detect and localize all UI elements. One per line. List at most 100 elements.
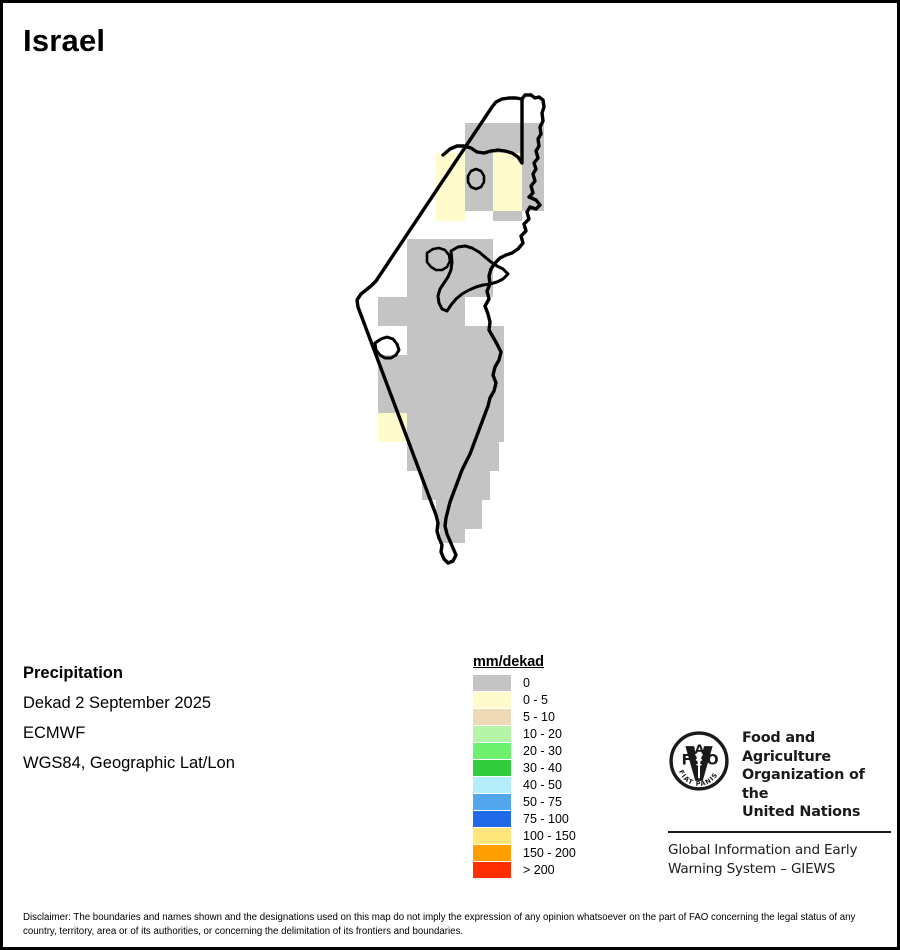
raster-cell	[407, 239, 436, 268]
raster-cell	[407, 268, 436, 297]
legend-row: 0	[473, 674, 576, 691]
svg-text:O: O	[706, 753, 718, 769]
raster-cell	[378, 297, 407, 326]
metadata-projection: WGS84, Geographic Lat/Lon	[23, 754, 235, 772]
legend-swatch	[473, 725, 511, 742]
raster-cell	[494, 384, 504, 413]
page-title: Israel	[23, 23, 106, 58]
precipitation-raster-layer	[378, 123, 544, 543]
west-bank-boundary	[436, 244, 510, 313]
raster-cell	[493, 123, 522, 153]
fao-giews-block: F A O FIAT PANIS Food and Agriculture Or…	[668, 729, 893, 879]
legend-swatch	[473, 861, 511, 878]
legend-swatch	[473, 742, 511, 759]
legend-swatch	[473, 691, 511, 708]
legend-swatch	[473, 844, 511, 861]
giews-system-name: Global Information and Early Warning Sys…	[668, 841, 893, 879]
fao-divider	[668, 830, 891, 833]
legend-label: > 200	[523, 862, 555, 877]
giews-line-2: Warning System – GIEWS	[668, 860, 836, 877]
legend-label: 10 - 20	[523, 726, 562, 741]
fao-org-line-2: Organization of the	[742, 767, 865, 802]
legend-swatch	[473, 759, 511, 776]
israel-national-boundary	[355, 93, 546, 565]
raster-cell	[493, 211, 522, 221]
legend-swatch	[473, 793, 511, 810]
raster-cell	[465, 471, 490, 500]
fao-org-line-3: United Nations	[742, 804, 861, 820]
raster-cell	[436, 297, 465, 326]
raster-cell	[407, 326, 436, 355]
legend-label: 0	[523, 675, 530, 690]
northern-west-bank-detail	[425, 246, 452, 272]
legend-row: 75 - 100	[473, 810, 576, 827]
raster-cell	[494, 442, 499, 471]
legend-swatch	[473, 674, 511, 691]
legend-label: 30 - 40	[523, 760, 562, 775]
legend-label: 50 - 75	[523, 794, 562, 809]
raster-cell	[407, 297, 436, 326]
raster-cell	[436, 442, 465, 471]
raster-cell	[407, 384, 436, 413]
legend-rows: 0 0 - 5 5 - 10 10 - 20 20 - 30 30 - 40 40 - 50…	[473, 674, 576, 878]
raster-cell	[436, 413, 465, 442]
legend-row: 40 - 50	[473, 776, 576, 793]
metadata-source: ECMWF	[23, 724, 86, 742]
raster-cell	[407, 413, 436, 442]
legend-swatch	[473, 810, 511, 827]
legend-label: 100 - 150	[523, 828, 576, 843]
legend-row: 150 - 200	[473, 844, 576, 861]
raster-cell	[422, 471, 436, 500]
disclaimer-text: Disclaimer: The boundaries and names sho…	[23, 912, 856, 937]
svg-text:F: F	[682, 753, 692, 769]
legend-row: > 200	[473, 861, 576, 878]
lake-tiberias-shore	[466, 167, 486, 191]
gaza-strip-boundary	[373, 335, 401, 360]
legend-row: 5 - 10	[473, 708, 576, 725]
map-metadata-block: Precipitation Dekad 2 September 2025 ECM…	[23, 658, 403, 778]
legend-label: 0 - 5	[523, 692, 549, 707]
legend-label: 40 - 50	[523, 777, 562, 792]
legend-swatch	[473, 708, 511, 725]
map-canvas[interactable]	[3, 63, 897, 623]
giews-line-1: Global Information and Early	[668, 841, 858, 858]
raster-cell	[436, 182, 465, 211]
raster-cell	[494, 413, 504, 442]
map-legend: mm/dekad 0 0 - 5 5 - 10 10 - 20 20 - 30 30 - …	[473, 654, 576, 878]
legend-label: 75 - 100	[523, 811, 569, 826]
raster-cell	[436, 355, 465, 384]
raster-cell	[465, 153, 493, 182]
legend-label: 150 - 200	[523, 845, 576, 860]
legend-row: 50 - 75	[473, 793, 576, 810]
raster-cell	[465, 500, 482, 529]
raster-cell	[436, 326, 465, 355]
raster-cell	[494, 355, 504, 384]
raster-cell	[436, 211, 465, 221]
legend-swatch	[473, 776, 511, 793]
metadata-variable: Precipitation	[23, 664, 123, 682]
svg-text:A: A	[695, 742, 705, 757]
fao-organization-name: Food and Agriculture Organization of the…	[742, 729, 893, 822]
raster-cell	[465, 355, 494, 384]
boundary-layer	[355, 93, 546, 565]
legend-row: 10 - 20	[473, 725, 576, 742]
legend-row: 20 - 30	[473, 742, 576, 759]
legend-swatch	[473, 827, 511, 844]
legend-row: 100 - 150	[473, 827, 576, 844]
metadata-period: Dekad 2 September 2025	[23, 694, 212, 712]
raster-cell	[407, 355, 436, 384]
legend-row: 0 - 5	[473, 691, 576, 708]
legend-row: 30 - 40	[473, 759, 576, 776]
legend-title: mm/dekad	[473, 654, 544, 670]
legend-label: 5 - 10	[523, 709, 555, 724]
raster-cell	[494, 326, 504, 355]
raster-cell	[440, 529, 465, 543]
legend-label: 20 - 30	[523, 743, 562, 758]
raster-cell	[493, 182, 522, 211]
raster-cell	[436, 384, 465, 413]
fao-org-line-1: Food and Agriculture	[742, 730, 831, 765]
raster-cell	[522, 153, 544, 182]
northern-border-line	[441, 97, 524, 165]
fao-logo-icon: F A O FIAT PANIS	[668, 730, 730, 797]
